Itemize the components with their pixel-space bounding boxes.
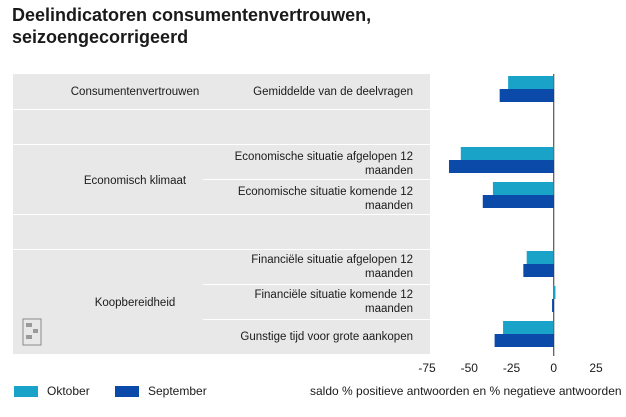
bar-oktober-4 (553, 286, 556, 299)
bar-oktober-3 (526, 251, 554, 264)
group-label-economisch-klimaat: Economisch klimaat (83, 175, 187, 187)
bar-september-2 (482, 195, 554, 208)
x-tick-label: 0 (550, 361, 557, 375)
row-label-line: Economische situatie komende 12 (237, 186, 413, 198)
legend-label-september: September (148, 384, 207, 398)
row-label-line: Economische situatie afgelopen 12 (234, 151, 413, 163)
legend-swatch-oktober (14, 386, 38, 397)
bar-september-0 (499, 89, 554, 102)
title-line-2: seizoengecorrigeerd (12, 27, 189, 47)
row-label-gunstige-tijd: Gunstige tijd voor grote aankopen (240, 331, 413, 343)
separator (13, 109, 430, 110)
separator (203, 284, 430, 285)
x-tick-label: -25 (503, 361, 521, 375)
row-label-line: maanden (365, 200, 413, 212)
logo-icon (22, 318, 42, 346)
separator (203, 319, 430, 320)
bar-oktober-1 (460, 147, 554, 160)
x-tick-label: -75 (418, 361, 436, 375)
x-axis-label: saldo % positieve antwoorden en % negati… (310, 384, 622, 398)
group-label-koopbereidheid: Koopbereidheid (94, 297, 176, 309)
bar-oktober-0 (508, 76, 554, 89)
bar-oktober-2 (492, 182, 554, 195)
legend-label-oktober: Oktober (47, 384, 90, 398)
bar-september-3 (523, 264, 554, 277)
row-label-economische-komende: Economische situatie komende 12 maanden (205, 184, 413, 214)
x-tick-label: 25 (589, 361, 603, 375)
row-label-line: maanden (365, 165, 413, 177)
group-label-consumentenvertrouwen: Consumentenvertrouwen (70, 86, 200, 98)
row-label-gemiddelde: Gemiddelde van de deelvragen (253, 86, 413, 98)
separator (13, 144, 430, 145)
separator (203, 179, 430, 180)
bar-oktober-5 (503, 321, 554, 334)
title-line-1: Deelindicatoren consumentenvertrouwen, (12, 5, 372, 25)
chart-title: Deelindicatoren consumentenvertrouwen, s… (12, 4, 612, 48)
x-tick-label: -50 (461, 361, 479, 375)
bar-september-5 (494, 334, 554, 347)
category-panel (13, 74, 430, 354)
bar-september-1 (448, 160, 554, 173)
separator (13, 214, 430, 215)
legend-swatch-september (115, 386, 139, 397)
bar-september-4 (552, 299, 554, 312)
row-label-economische-afgelopen: Economische situatie afgelopen 12 maande… (205, 149, 413, 179)
separator (13, 249, 430, 250)
